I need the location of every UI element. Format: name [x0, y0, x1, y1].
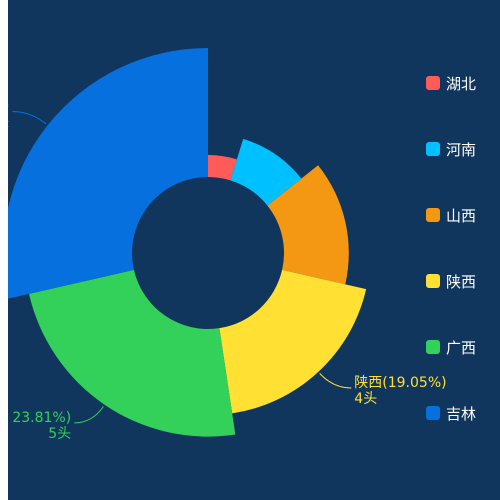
slice-jilin[interactable]	[8, 48, 208, 299]
labels-group: %)头 23.81%)5头 陕西(19.05%)4头	[8, 98, 447, 441]
legend-item-guangxi[interactable]: 广西	[426, 336, 500, 358]
label-line-jilin	[12, 110, 47, 125]
slice-guangxi[interactable]	[29, 269, 236, 437]
legend-swatch-jilin	[426, 406, 440, 420]
legend-swatch-shanxi	[426, 208, 440, 222]
legend-item-jilin[interactable]: 吉林	[426, 402, 500, 424]
legend-label-henan: 河南	[446, 140, 477, 159]
slices-group	[8, 48, 367, 437]
legend-label-guangxi: 广西	[446, 338, 477, 357]
slice-label-jilin: %)头	[8, 98, 10, 130]
slice-henan[interactable]	[230, 138, 302, 206]
legend-item-henan[interactable]: 河南	[426, 138, 500, 160]
legend-swatch-hubei	[426, 76, 440, 90]
legend-label-shanxi: 山西	[446, 206, 477, 225]
legend-swatch-shaanxi	[426, 274, 440, 288]
legend-item-shanxi[interactable]: 山西	[426, 204, 500, 226]
slice-label-guangxi: 23.81%) 5头	[12, 410, 71, 442]
legend: 湖北 河南 山西 陕西 广西 吉林	[426, 72, 500, 468]
label-line-shaanxi	[319, 373, 352, 389]
slice-shaanxi[interactable]	[219, 269, 367, 414]
slice-label-shaanxi: 陕西(19.05%) 4头	[354, 375, 446, 407]
legend-item-hubei[interactable]: 湖北	[426, 72, 500, 94]
legend-label-shaanxi: 陕西	[446, 272, 477, 291]
rose-pie-chart: %)头 23.81%)5头 陕西(19.05%)4头	[8, 48, 447, 442]
legend-label-jilin: 吉林	[446, 404, 477, 423]
chart-panel: %)头 23.81%)5头 陕西(19.05%)4头 湖北 河南 山西 陕西 广西 …	[8, 0, 500, 500]
legend-swatch-guangxi	[426, 340, 440, 354]
slice-hubei[interactable]	[208, 155, 237, 181]
slice-shanxi[interactable]	[267, 165, 349, 285]
label-line-guangxi	[74, 406, 104, 424]
legend-item-shaanxi[interactable]: 陕西	[426, 270, 500, 292]
legend-label-hubei: 湖北	[446, 74, 477, 93]
legend-swatch-henan	[426, 142, 440, 156]
